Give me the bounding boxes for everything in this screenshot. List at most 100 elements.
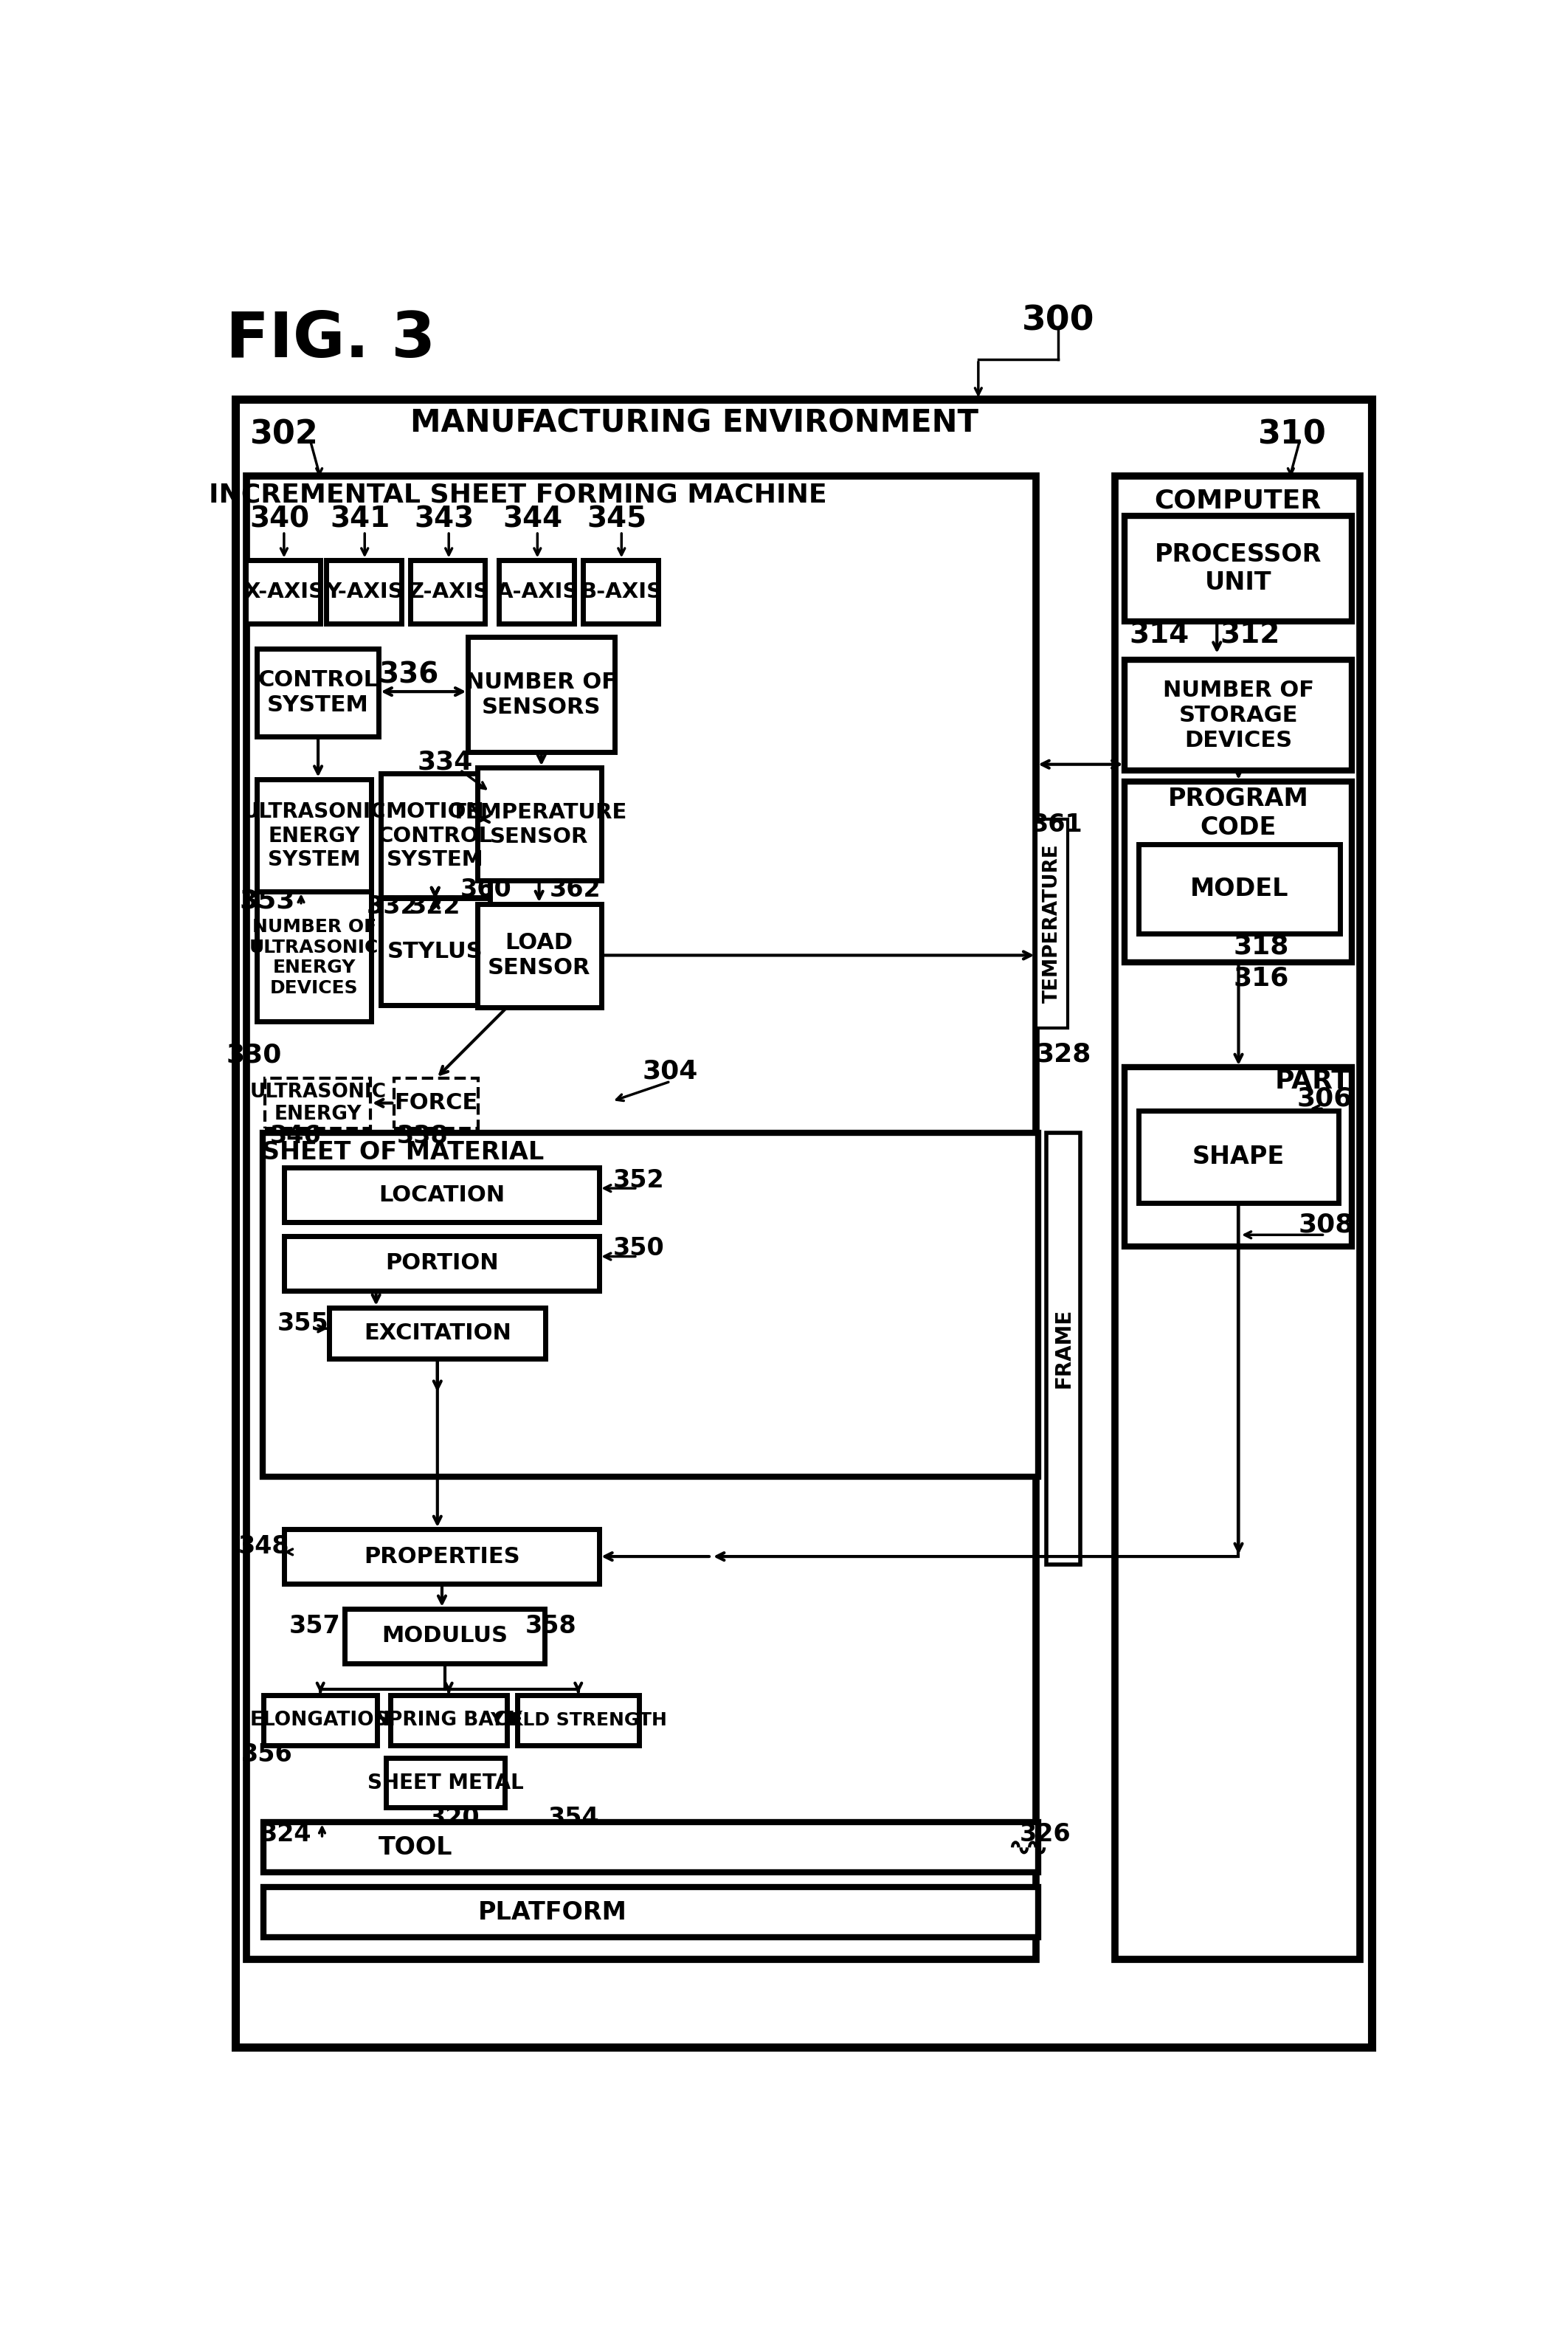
Text: COMPUTER: COMPUTER — [1154, 488, 1320, 514]
Text: PART: PART — [1275, 1069, 1350, 1095]
Bar — [257, 780, 372, 892]
Text: LOAD
SENSOR: LOAD SENSOR — [488, 932, 591, 978]
Text: TOOL: TOOL — [379, 1835, 453, 1859]
Bar — [345, 1609, 544, 1663]
Bar — [257, 892, 372, 1020]
Bar — [477, 904, 601, 1009]
Bar — [469, 637, 615, 752]
Bar — [326, 560, 401, 623]
Bar — [262, 1132, 1038, 1476]
Text: 345: 345 — [586, 504, 648, 532]
Bar — [1036, 820, 1068, 1027]
Text: YIELD STRENGTH: YIELD STRENGTH — [489, 1712, 666, 1728]
Text: PORTION: PORTION — [386, 1252, 499, 1275]
Text: 356: 356 — [241, 1742, 293, 1768]
Bar — [394, 1079, 478, 1128]
Bar — [1124, 661, 1352, 771]
Text: PLATFORM: PLATFORM — [478, 1901, 627, 1924]
Text: 346: 346 — [270, 1123, 321, 1149]
Text: ELONGATION: ELONGATION — [249, 1712, 390, 1730]
Bar — [381, 899, 489, 1006]
Bar — [477, 768, 601, 880]
Text: 320: 320 — [428, 1805, 480, 1831]
Bar — [257, 649, 379, 736]
Bar — [329, 1308, 546, 1359]
Text: 310: 310 — [1258, 418, 1327, 451]
Text: SHAPE: SHAPE — [1192, 1144, 1284, 1170]
Bar — [1115, 476, 1359, 1959]
Text: PROPERTIES: PROPERTIES — [364, 1546, 521, 1567]
Text: 354: 354 — [549, 1805, 599, 1831]
Bar — [386, 1758, 505, 1807]
Bar — [1138, 843, 1341, 934]
Text: NUMBER OF
ULTRASONIC
ENERGY
DEVICES: NUMBER OF ULTRASONIC ENERGY DEVICES — [249, 918, 379, 997]
Bar — [381, 773, 489, 897]
Bar — [284, 1168, 599, 1221]
Text: 340: 340 — [249, 504, 309, 532]
Text: 357: 357 — [289, 1613, 340, 1637]
Text: NUMBER OF
SENSORS: NUMBER OF SENSORS — [466, 672, 618, 719]
Text: 330: 330 — [226, 1044, 282, 1067]
Text: ULTRASONIC
ENERGY
SYSTEM: ULTRASONIC ENERGY SYSTEM — [243, 801, 386, 871]
Text: 361: 361 — [1032, 813, 1082, 836]
Bar — [263, 1695, 378, 1744]
Bar — [284, 1529, 599, 1583]
Text: 353: 353 — [240, 887, 295, 913]
Text: 300: 300 — [1021, 304, 1094, 339]
Text: 362: 362 — [549, 878, 601, 901]
Bar — [265, 1079, 370, 1128]
Text: 308: 308 — [1298, 1212, 1353, 1238]
Text: ULTRASONIC
ENERGY: ULTRASONIC ENERGY — [249, 1083, 386, 1123]
Text: FIG. 3: FIG. 3 — [226, 308, 436, 371]
Bar — [1138, 1111, 1339, 1203]
Text: 360: 360 — [461, 878, 513, 901]
Bar — [583, 560, 659, 623]
Text: MOTION
CONTROL
SYSTEM: MOTION CONTROL SYSTEM — [378, 801, 492, 871]
Bar — [1124, 516, 1352, 621]
Text: 350: 350 — [613, 1235, 665, 1261]
Bar — [284, 1235, 599, 1291]
Text: 355: 355 — [278, 1312, 329, 1336]
Text: 328: 328 — [1036, 1041, 1091, 1067]
Bar — [1124, 1067, 1352, 1247]
Text: Y-AXIS: Y-AXIS — [326, 581, 403, 602]
Text: TEMPERATURE
SENSOR: TEMPERATURE SENSOR — [452, 803, 627, 848]
Text: SPRING BACK: SPRING BACK — [375, 1712, 524, 1730]
Text: 332: 332 — [367, 894, 417, 918]
Text: 341: 341 — [331, 504, 390, 532]
Text: 348: 348 — [238, 1534, 289, 1557]
Text: 306: 306 — [1297, 1086, 1353, 1111]
Text: 324: 324 — [260, 1821, 312, 1847]
Text: 316: 316 — [1234, 964, 1289, 990]
Text: X-AXIS: X-AXIS — [243, 581, 325, 602]
Bar — [1046, 1132, 1080, 1564]
Text: MODULUS: MODULUS — [381, 1625, 508, 1646]
Text: 322: 322 — [409, 894, 461, 918]
Text: STYLUS: STYLUS — [387, 941, 483, 962]
Text: SHEET OF MATERIAL: SHEET OF MATERIAL — [262, 1139, 544, 1165]
Text: MODEL: MODEL — [1190, 876, 1289, 901]
Text: 314: 314 — [1129, 621, 1189, 649]
Text: 318: 318 — [1234, 934, 1289, 960]
Bar — [245, 560, 320, 623]
Text: PROGRAM
CODE: PROGRAM CODE — [1168, 787, 1309, 841]
Text: SHEET METAL: SHEET METAL — [367, 1772, 524, 1793]
Text: 326: 326 — [1019, 1821, 1071, 1847]
Text: FORCE: FORCE — [395, 1093, 478, 1114]
Text: 343: 343 — [414, 504, 474, 532]
Bar — [390, 1695, 506, 1744]
Text: 312: 312 — [1220, 621, 1279, 649]
Text: NUMBER OF
STORAGE
DEVICES: NUMBER OF STORAGE DEVICES — [1163, 679, 1314, 752]
Text: FRAME: FRAME — [1054, 1308, 1074, 1389]
Text: B-AXIS: B-AXIS — [580, 581, 663, 602]
Text: A-AXIS: A-AXIS — [497, 581, 579, 602]
Text: Z-AXIS: Z-AXIS — [408, 581, 489, 602]
Text: 344: 344 — [503, 504, 563, 532]
Bar — [499, 560, 574, 623]
Bar — [263, 1821, 1038, 1873]
Bar — [246, 476, 1036, 1959]
Bar — [263, 1887, 1038, 1938]
Text: 304: 304 — [643, 1058, 698, 1083]
Text: 358: 358 — [525, 1613, 577, 1637]
Text: MANUFACTURING ENVIRONMENT: MANUFACTURING ENVIRONMENT — [411, 409, 978, 439]
